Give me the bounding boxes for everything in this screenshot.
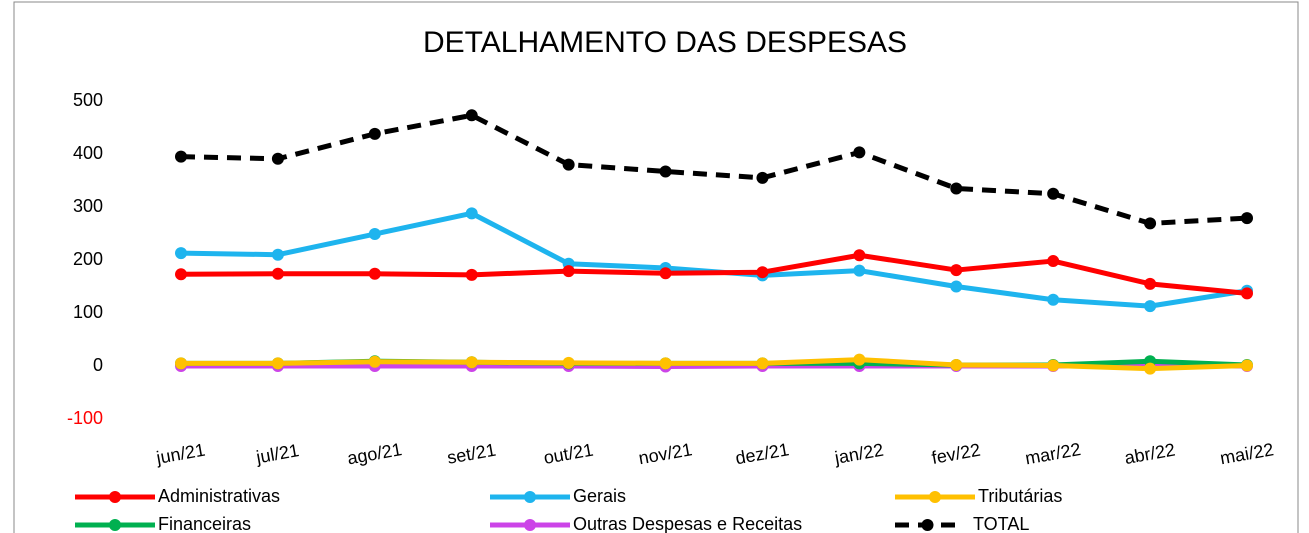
data-point [465, 356, 478, 369]
data-point [368, 228, 381, 241]
legend-label: Tributárias [978, 486, 1062, 506]
data-point [853, 264, 866, 277]
legend-label: Gerais [573, 486, 626, 506]
legend-label: Outras Despesas e Receitas [573, 514, 802, 533]
data-point [756, 171, 769, 184]
data-point [659, 357, 672, 370]
data-point [853, 146, 866, 159]
data-point [853, 249, 866, 262]
data-point [950, 264, 963, 277]
data-point [1047, 359, 1060, 372]
data-point [1144, 362, 1157, 375]
y-tick-label: 200 [73, 249, 103, 269]
data-point [1047, 255, 1060, 268]
data-point [1047, 293, 1060, 306]
data-point [175, 247, 187, 260]
data-point [175, 150, 187, 163]
data-point [175, 357, 187, 370]
data-point [1241, 212, 1253, 225]
data-point [175, 268, 187, 281]
data-point [271, 357, 284, 370]
data-point [562, 265, 575, 278]
data-point [1144, 217, 1157, 230]
legend-label: TOTAL [973, 514, 1029, 533]
data-point [756, 266, 769, 279]
data-point [1047, 187, 1060, 200]
data-point [1144, 300, 1157, 313]
data-point [271, 248, 284, 261]
data-point [950, 358, 963, 371]
data-point [1144, 277, 1157, 290]
data-point [950, 280, 963, 293]
y-tick-label: 400 [73, 143, 103, 163]
data-point [950, 182, 963, 195]
y-tick-label: 300 [73, 196, 103, 216]
data-point [659, 165, 672, 178]
legend-marker [109, 519, 121, 531]
y-tick-label: -100 [67, 408, 103, 428]
data-point [465, 109, 478, 122]
data-point [271, 152, 284, 165]
data-point [659, 267, 672, 280]
legend-marker [524, 491, 536, 503]
data-point [465, 207, 478, 220]
data-point [1241, 287, 1253, 300]
legend-marker [109, 491, 121, 503]
y-tick-label: 0 [93, 355, 103, 375]
data-point [1241, 359, 1253, 372]
y-tick-label: 500 [73, 90, 103, 110]
data-point [271, 267, 284, 280]
series-line [181, 357, 1248, 372]
series-line [180, 252, 1248, 296]
data-point [368, 355, 381, 368]
y-tick-label: 100 [73, 302, 103, 322]
data-point [368, 127, 381, 140]
data-point [853, 353, 866, 366]
legend-marker [929, 491, 941, 503]
legend-marker [921, 519, 934, 531]
legend-label: Financeiras [158, 514, 251, 533]
legend-label: Administrativas [158, 486, 280, 506]
data-point [756, 357, 769, 370]
legend-marker [524, 519, 536, 531]
data-point [465, 268, 478, 281]
data-point [562, 158, 575, 171]
chart-title: DETALHAMENTO DAS DESPESAS [423, 26, 907, 59]
data-point [562, 356, 575, 369]
data-point [368, 267, 381, 280]
